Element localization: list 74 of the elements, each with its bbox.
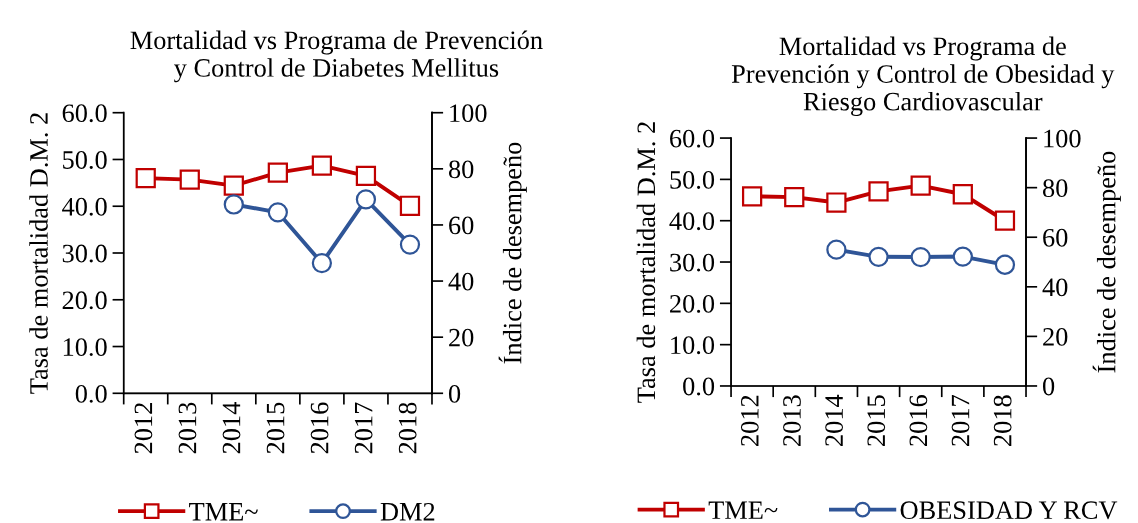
x-tick-label: 2018 — [993, 395, 1012, 446]
x-tick-label: 2012 — [740, 395, 759, 446]
y-tick-label: 30.0 — [670, 253, 715, 272]
point — [135, 168, 156, 189]
point — [784, 187, 805, 208]
y-tick-label: 20.0 — [670, 294, 715, 313]
y2-tick-label: 20 — [449, 328, 474, 347]
x-tick-label: 2013 — [783, 395, 801, 446]
point — [994, 210, 1016, 231]
legend-label: DM2 — [380, 502, 435, 521]
point — [223, 194, 244, 215]
point — [826, 239, 847, 260]
y2-tick-label: 60 — [1043, 228, 1068, 247]
point — [267, 162, 288, 183]
y2-tick-label: 0 — [448, 384, 461, 403]
x-tick-label: 2014 — [825, 394, 843, 446]
x-tick-label: 2013 — [178, 402, 197, 454]
y-tick-label: 30.0 — [62, 244, 107, 263]
legend-label: OBESIDAD Y RCV — [900, 501, 1118, 520]
point — [355, 165, 377, 186]
legend-label: TME~ — [708, 501, 778, 519]
x-tick-label: 2018 — [398, 402, 417, 454]
y2-tick-label: 100 — [1044, 129, 1081, 148]
y-tick-label: 0.0 — [683, 377, 715, 396]
y2-tick-label: 0 — [1043, 377, 1055, 396]
x-tick-label: 2015 — [266, 402, 285, 454]
x-tick-label: 2016 — [310, 402, 329, 454]
y2-tick-label: 60 — [449, 216, 474, 235]
x-tick-label: 2014 — [222, 402, 241, 454]
chart-title: Mortalidad vs Programa de Prevención y Control de Diabetes Mellitus — [130, 30, 543, 83]
point — [311, 252, 333, 274]
y2-tick-label: 40 — [448, 272, 474, 291]
x-tick-label: 2017 — [951, 395, 970, 446]
point — [311, 155, 333, 176]
chart-title: Mortalidad vs Programa de Prevención y Control de Obesidad y Riesgo Cardiovascular — [731, 36, 1115, 116]
point — [826, 192, 847, 213]
y2-axis-title: Índice de desempeño — [1092, 151, 1121, 373]
point — [910, 246, 931, 268]
y2-tick-label: 40 — [1042, 278, 1068, 297]
y2-tick-label: 80 — [1043, 179, 1068, 198]
point — [223, 175, 244, 196]
x-tick-label: 2015 — [867, 395, 886, 446]
y-tick-label: 0.0 — [75, 384, 107, 403]
y-tick-label: 10.0 — [671, 336, 715, 355]
y-tick-label: 50.0 — [63, 151, 107, 169]
x-tick-label: 2016 — [909, 395, 928, 446]
y2-tick-label: 80 — [448, 160, 474, 179]
point — [399, 195, 421, 216]
y-tick-label: 40.0 — [669, 212, 715, 231]
y2-tick-label: 100 — [450, 104, 487, 123]
point — [994, 254, 1016, 275]
point — [179, 169, 200, 190]
y2-tick-label: 20 — [1043, 328, 1068, 346]
y-tick-label: 10.0 — [63, 338, 107, 357]
y-tick-label: 40.0 — [62, 197, 107, 216]
legend-label: TME~ — [189, 503, 258, 521]
x-tick-label: 2012 — [134, 403, 153, 454]
point — [741, 186, 763, 207]
point — [355, 189, 377, 210]
point — [952, 246, 973, 267]
point — [952, 184, 973, 205]
point — [868, 181, 889, 202]
point — [910, 175, 931, 196]
y2-axis-title: Índice de desempeño — [498, 142, 527, 364]
point — [399, 234, 421, 255]
y-tick-label: 50.0 — [670, 171, 715, 189]
y-tick-label: 60.0 — [670, 129, 715, 148]
y-axis-title: Tasa de mortalidad D.M. 2 — [29, 113, 48, 394]
y-axis-title: Tasa de mortalidad D.M. 2 — [636, 122, 656, 403]
y-tick-label: 60.0 — [62, 104, 107, 123]
point — [267, 202, 288, 223]
y-tick-label: 20.0 — [62, 291, 107, 310]
point — [868, 246, 889, 267]
x-tick-label: 2017 — [354, 402, 373, 454]
